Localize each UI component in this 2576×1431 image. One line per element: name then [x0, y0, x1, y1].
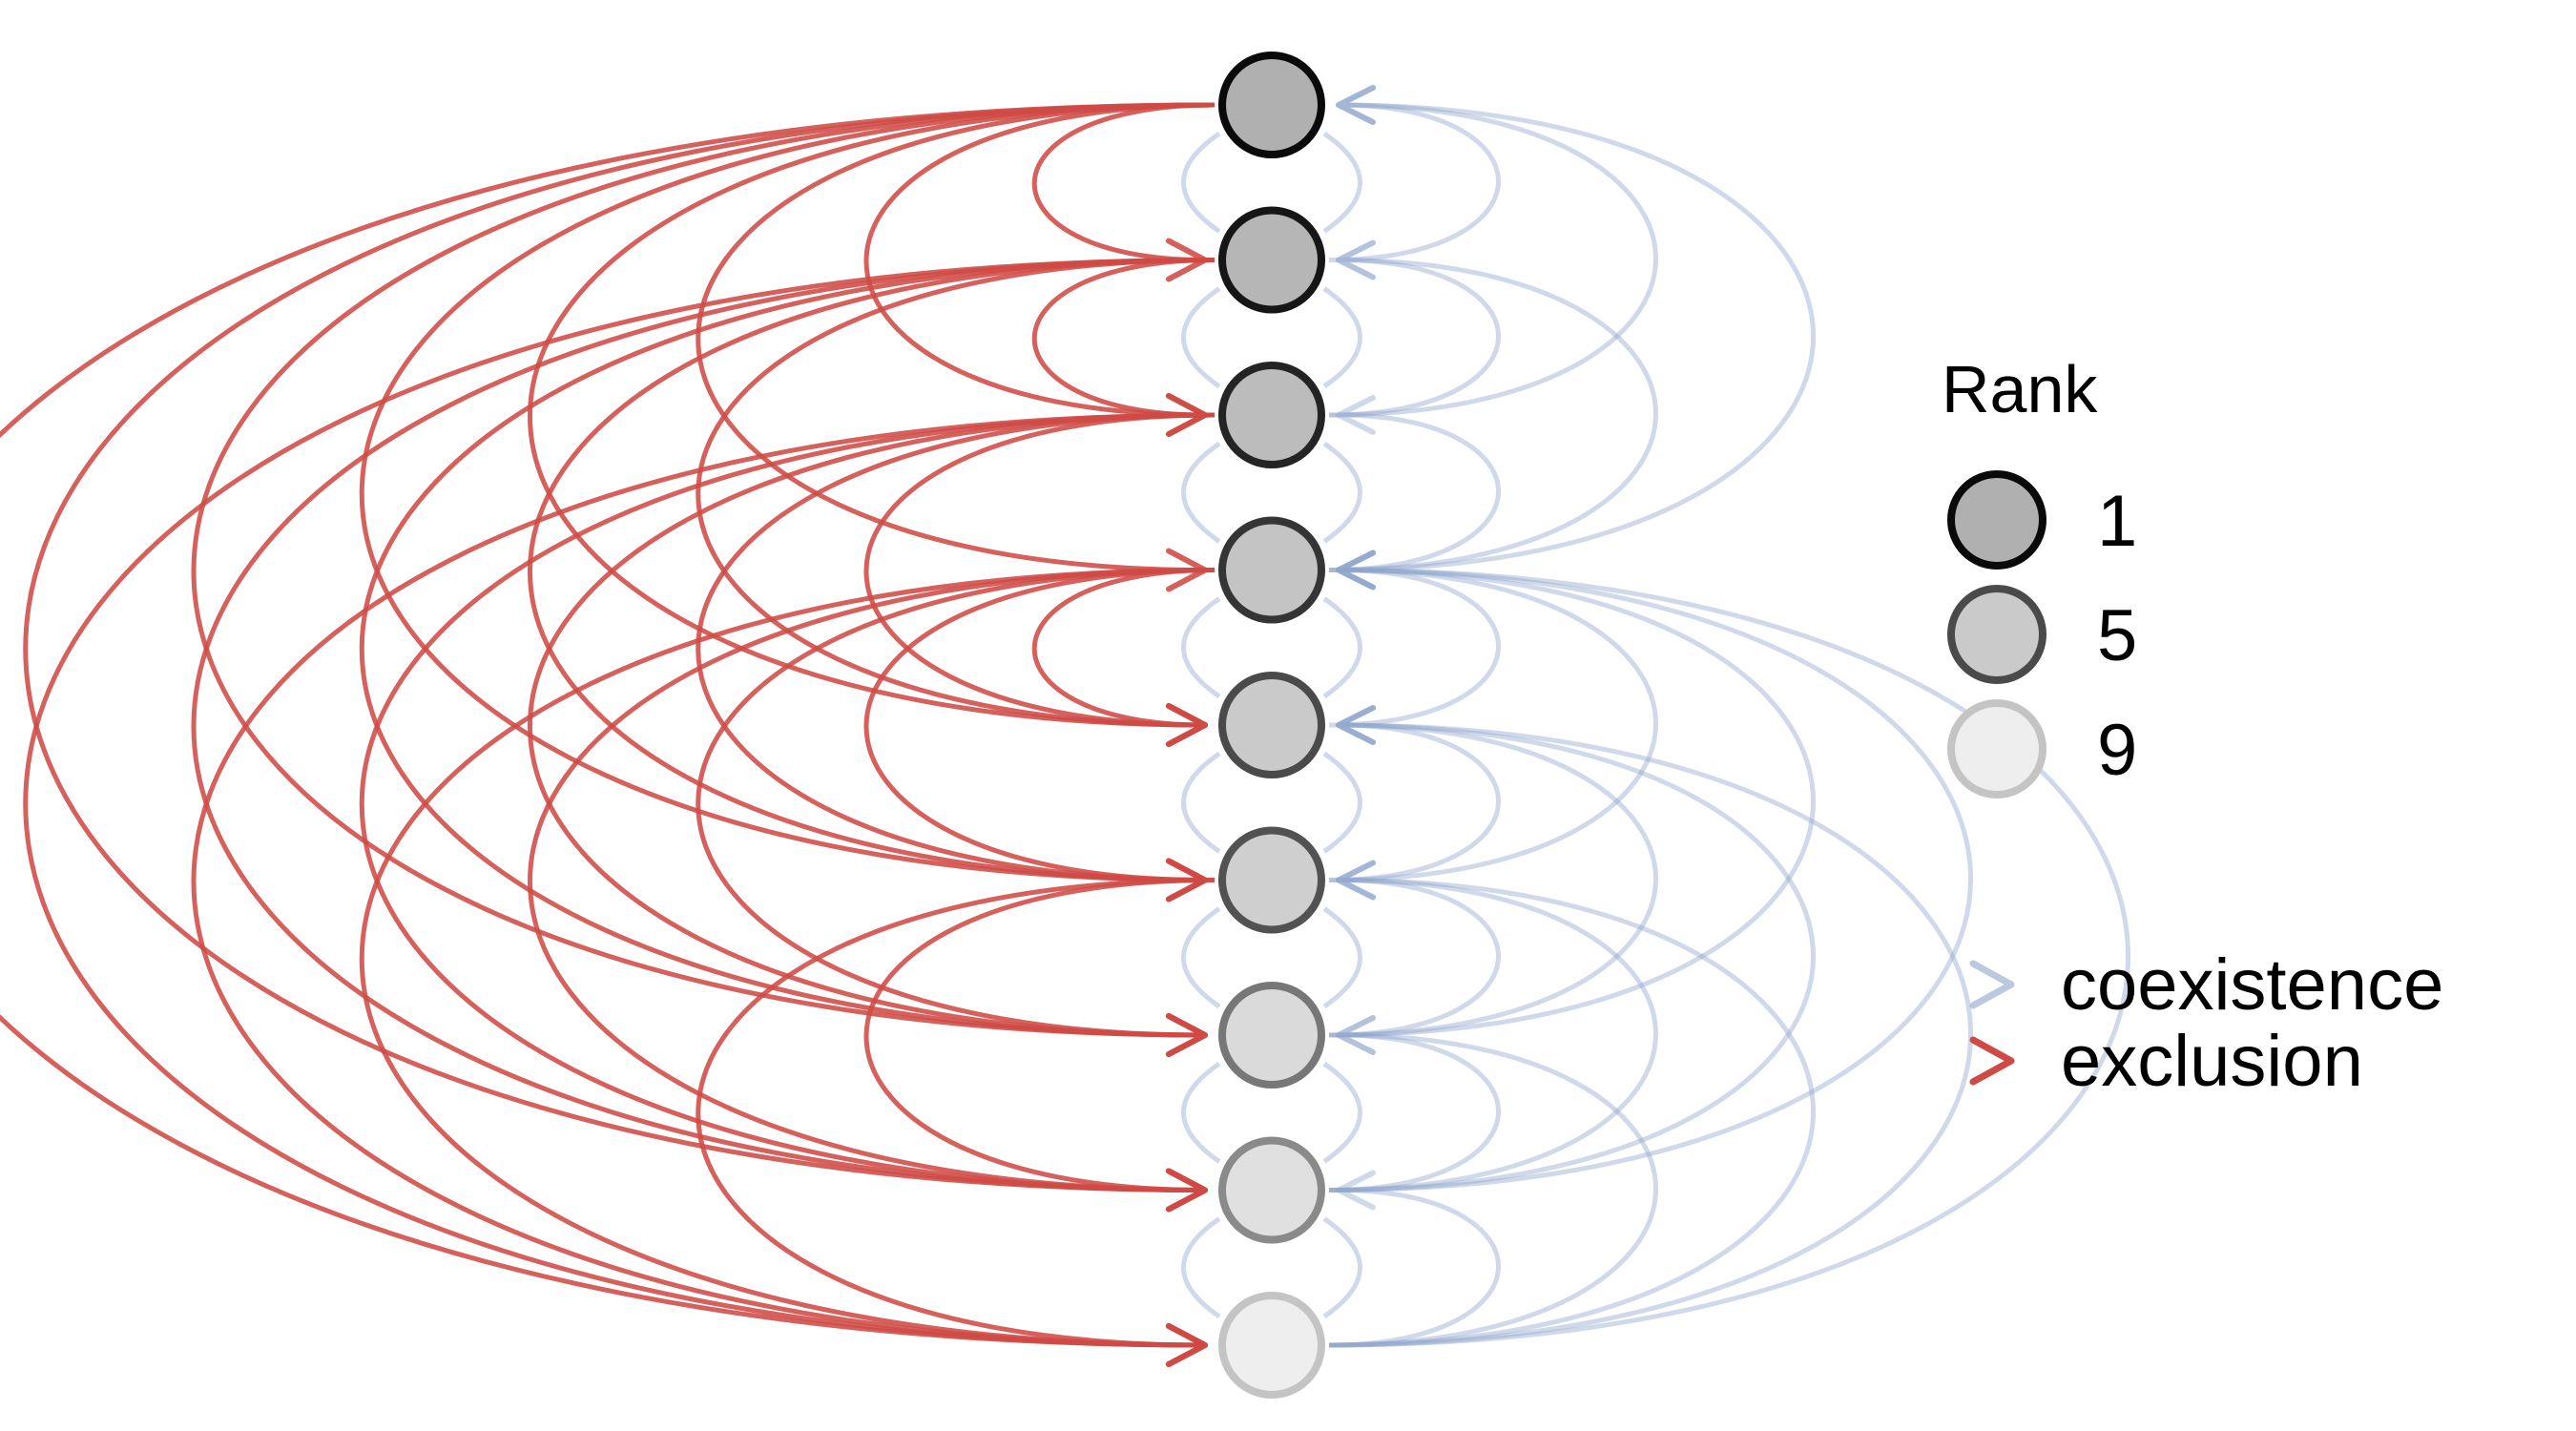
exclusion-edge-1-9	[0, 102, 1215, 1367]
species-node-rank-4	[1218, 516, 1325, 624]
exclusion-edge-3-6	[696, 412, 1215, 902]
adjacent-link-left-6-7	[1181, 906, 1221, 1009]
coexistence-edge-8-7	[1328, 1015, 1501, 1192]
species-node-rank-8	[1218, 1136, 1325, 1244]
exclusion-edge-2-5	[696, 258, 1215, 747]
exclusion-edge-4-6	[863, 568, 1215, 902]
edge-legend-label: exclusion	[2061, 1021, 2363, 1102]
adjacent-link-right-5-6	[1322, 751, 1362, 854]
coexistence-edge-6-5	[1328, 705, 1501, 882]
species-node-rank-3	[1218, 362, 1325, 468]
exclusion-edge-1-6	[359, 102, 1215, 902]
coexistence-edge-8-5	[1328, 705, 1816, 1192]
rank-legend-item-1: 1	[1947, 470, 2137, 570]
adjacent-link-right-7-8	[1322, 1061, 1362, 1164]
adjacent-link-right-4-5	[1322, 596, 1362, 699]
adjacent-link-right-8-9	[1322, 1216, 1362, 1319]
coexistence-edge-9-8	[1328, 1170, 1501, 1348]
rank-legend-title: Rank	[1942, 352, 2098, 426]
coexistence-edge-8-4	[1328, 550, 1973, 1192]
coexistence-edge-5-4	[1328, 550, 1501, 728]
rank-legend-label: 1	[2097, 481, 2137, 562]
species-node-rank-9	[1218, 1292, 1325, 1399]
adjacent-link-left-4-5	[1181, 596, 1221, 699]
edge-legend-item-exclusion: exclusion	[1969, 1021, 2363, 1102]
species-node-rank-6	[1218, 826, 1325, 934]
adjacent-link-right-3-4	[1322, 441, 1362, 544]
rank-legend-item-9: 9	[1947, 699, 2137, 798]
exclusion-edge-6-8	[863, 878, 1215, 1213]
exclusion-edge-2-3	[1031, 258, 1215, 437]
rank-legend-label: 9	[2097, 710, 2137, 791]
exclusion-edge-1-2	[1031, 102, 1215, 282]
adjacent-link-left-8-9	[1181, 1216, 1221, 1319]
exclusion-edges	[0, 102, 1215, 1367]
exclusion-edge-6-9	[696, 878, 1215, 1367]
adjacent-link-left-1-2	[1181, 131, 1221, 234]
edge-legend-label: coexistence	[2061, 944, 2443, 1026]
species-node-rank-1	[1218, 52, 1325, 158]
exclusion-edge-4-5	[1031, 568, 1215, 747]
coexistence-edge-9-6	[1328, 860, 1816, 1348]
coexistence-edge-4-3	[1328, 395, 1501, 572]
adjacent-link-right-1-2	[1322, 131, 1362, 234]
adjacent-link-left-2-3	[1181, 286, 1221, 389]
rank-legend-label: 5	[2097, 595, 2137, 676]
coexistence-edge-3-2	[1328, 239, 1501, 418]
adjacent-link-right-2-3	[1322, 286, 1362, 389]
edge-legend-item-coexistence: coexistence	[1969, 944, 2443, 1026]
coexistence-edge-9-4	[1328, 550, 2130, 1348]
coexistence-edge-7-6	[1328, 860, 1501, 1038]
adjacent-link-right-6-7	[1322, 906, 1362, 1009]
rank-legend: Rank 1 5 9	[1942, 352, 2137, 798]
coexistence-edge-7-4	[1328, 550, 1816, 1038]
coexistence-edge-4-1	[1328, 85, 1816, 572]
adjacent-link-left-7-8	[1181, 1061, 1221, 1164]
coexistence-edge-4-2	[1328, 239, 1658, 572]
rank-legend-swatch	[1947, 699, 2046, 798]
rank-legend-swatch	[1947, 585, 2046, 684]
coexistence-arrow-icon	[1969, 960, 2015, 1009]
coexistence-edge-7-5	[1328, 705, 1658, 1038]
coexistence-edges	[1181, 85, 2130, 1348]
species-nodes	[1218, 52, 1325, 1399]
coexistence-edge-9-7	[1328, 1015, 1658, 1348]
adjacent-link-left-3-4	[1181, 441, 1221, 544]
species-node-rank-5	[1218, 672, 1325, 778]
coexistence-edge-8-6	[1328, 860, 1658, 1192]
coexistence-edge-6-4	[1328, 550, 1658, 882]
rank-legend-swatch	[1947, 470, 2046, 570]
coexistence-edge-3-1	[1328, 85, 1658, 418]
adjacent-link-left-5-6	[1181, 751, 1221, 854]
coexistence-edge-9-5	[1328, 705, 1973, 1348]
exclusion-arrow-icon	[1969, 1036, 2015, 1086]
exclusion-edge-4-7	[696, 568, 1215, 1057]
species-node-rank-7	[1218, 982, 1325, 1089]
coexistence-edge-2-1	[1328, 85, 1501, 262]
exclusion-edge-2-7	[359, 258, 1215, 1057]
exclusion-edge-1-4	[696, 102, 1215, 592]
rank-legend-item-5: 5	[1947, 585, 2137, 684]
species-node-rank-2	[1218, 206, 1325, 314]
